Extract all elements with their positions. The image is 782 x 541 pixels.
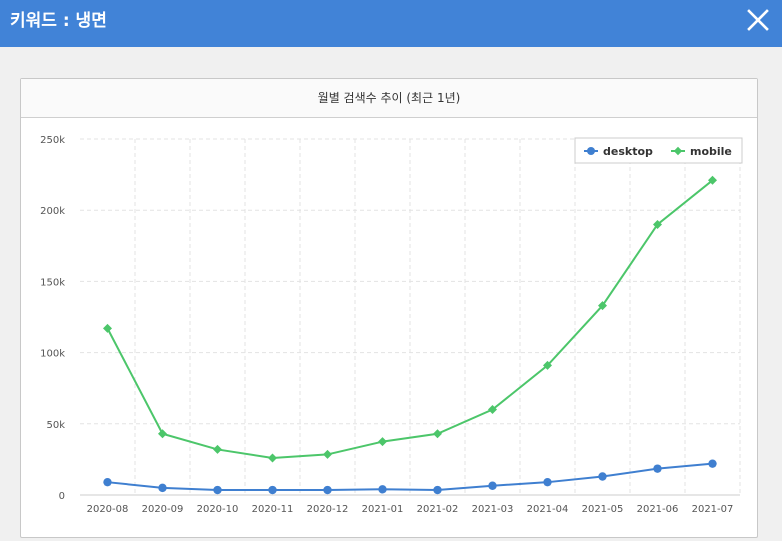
- x-tick-label: 2020-12: [307, 504, 349, 515]
- mobile-point: [323, 449, 332, 459]
- mobile-point: [543, 360, 552, 370]
- legend-mobile-marker: [673, 146, 683, 156]
- legend-desktop-label: desktop: [603, 145, 653, 158]
- desktop-point: [488, 481, 497, 490]
- desktop-point: [323, 485, 332, 495]
- mobile-point: [708, 175, 717, 185]
- y-tick-label: 0: [59, 491, 65, 502]
- mobile-point: [268, 453, 277, 463]
- desktop-point: [213, 485, 222, 495]
- desktop-point: [653, 464, 662, 473]
- desktop-point: [708, 459, 717, 468]
- mobile-point: [598, 301, 607, 311]
- mobile-line: [106, 179, 714, 459]
- y-tick-label: 250k: [40, 135, 65, 146]
- mobile-point: [158, 429, 167, 439]
- desktop-point: [433, 485, 442, 495]
- x-tick-label: 2020-08: [87, 504, 129, 515]
- x-tick-label: 2021-01: [362, 504, 404, 515]
- desktop-point: [103, 477, 112, 487]
- mobile-point: [488, 405, 497, 415]
- x-tick-label: 2021-05: [582, 504, 624, 515]
- x-tick-label: 2020-10: [197, 504, 239, 515]
- mobile-point: [103, 323, 112, 333]
- desktop-point: [158, 483, 167, 493]
- y-tick-label: 150k: [40, 277, 65, 288]
- mobile-point: [433, 429, 442, 439]
- mobile-point: [213, 444, 222, 454]
- legend-mobile-label: mobile: [690, 145, 732, 158]
- x-tick-label: 2021-06: [637, 504, 679, 515]
- title-bar: 키워드 : 냉면: [0, 0, 782, 47]
- x-tick-label: 2021-03: [472, 504, 514, 515]
- y-tick-label: 200k: [40, 206, 65, 217]
- x-tick-label: 2021-02: [417, 504, 459, 515]
- close-icon[interactable]: [744, 6, 772, 34]
- chart-panel: 월별 검색수 추이 (최근 1년) 0 50k 100k 150k 200k 250k 20…: [20, 78, 758, 538]
- x-tick-label: 2021-04: [527, 504, 569, 515]
- mobile-point: [653, 219, 662, 229]
- y-tick-label: 50k: [46, 420, 65, 431]
- window-title: 키워드 : 냉면: [10, 11, 107, 31]
- desktop-point: [598, 472, 607, 481]
- x-tick-label: 2020-09: [142, 504, 184, 515]
- x-tick-label: 2020-11: [252, 504, 294, 515]
- legend-box: [574, 137, 743, 164]
- panel-title: 월별 검색수 추이 (최근 1년): [21, 79, 757, 118]
- legend-desktop-marker: [587, 147, 595, 155]
- desktop-point: [268, 485, 277, 495]
- desktop-point: [378, 485, 387, 494]
- desktop-line: [107, 462, 713, 492]
- desktop-point: [543, 477, 552, 487]
- mobile-point: [378, 437, 387, 447]
- x-tick-label: 2021-07: [692, 504, 734, 515]
- line-chart: 0 50k 100k 150k 200k 250k 2020-08 2020-09 2020-1…: [40, 135, 743, 515]
- y-tick-label: 100k: [40, 349, 65, 360]
